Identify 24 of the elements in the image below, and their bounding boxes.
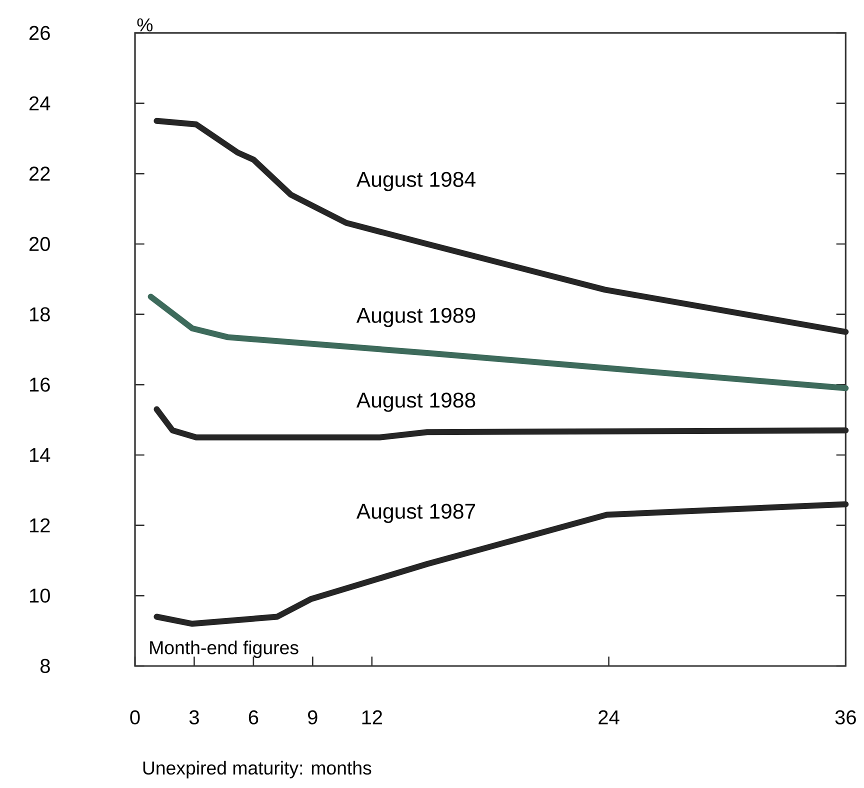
y-tick-label: 10 bbox=[30, 588, 50, 603]
x-tick-label: 24 bbox=[598, 710, 620, 724]
x-tick-label: 6 bbox=[248, 710, 258, 724]
x-tick-label: 3 bbox=[189, 710, 199, 724]
x-axis-title: Unexpired maturity: months bbox=[143, 760, 372, 778]
x-tick-label: 36 bbox=[835, 710, 856, 724]
series-label: August 1984 bbox=[356, 172, 476, 192]
y-tick-label: 22 bbox=[29, 166, 50, 181]
y-axis-title: % bbox=[137, 18, 153, 32]
series-label: August 1987 bbox=[356, 504, 476, 524]
y-tick-label: 14 bbox=[30, 448, 50, 462]
series-label: August 1989 bbox=[356, 308, 476, 328]
y-tick-label: 8 bbox=[40, 658, 50, 674]
x-tick-label: 9 bbox=[308, 710, 318, 724]
x-tick-label: 0 bbox=[130, 710, 140, 724]
y-tick-label: 12 bbox=[30, 518, 50, 532]
y-tick-label: 20 bbox=[29, 236, 50, 252]
y-tick-label: 18 bbox=[30, 307, 50, 322]
annotation: Month-end figures bbox=[150, 640, 298, 658]
y-tick-label: 24 bbox=[29, 96, 50, 110]
y-tick-label: 26 bbox=[29, 26, 50, 40]
y-tick-label: 16 bbox=[30, 378, 50, 392]
series-label: August 1988 bbox=[356, 392, 476, 412]
x-tick-label: 12 bbox=[362, 710, 382, 724]
